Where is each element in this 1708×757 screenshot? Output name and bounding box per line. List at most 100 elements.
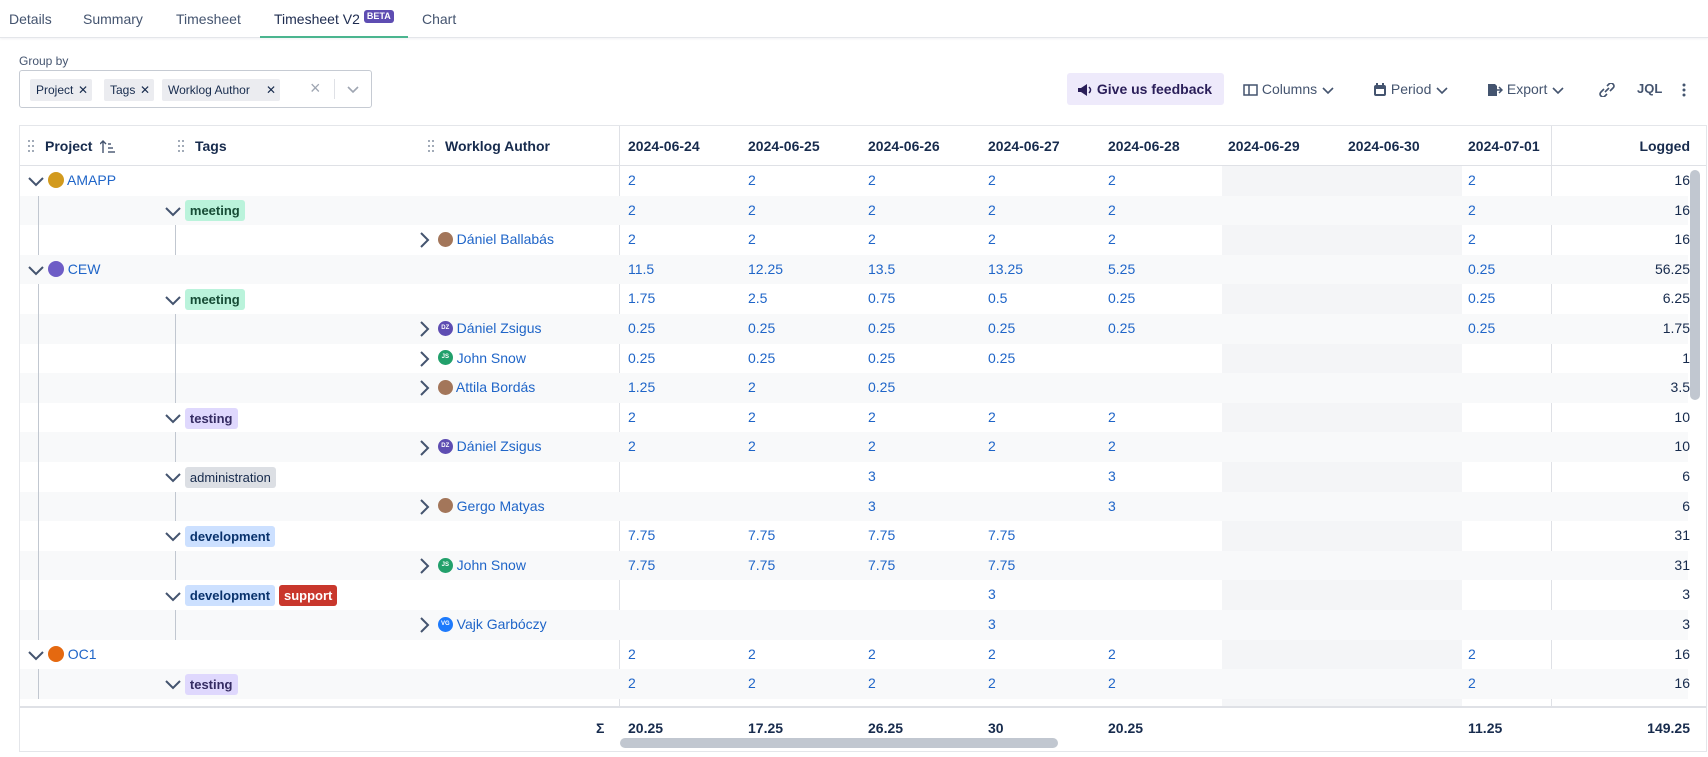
hours-cell[interactable]: 3 <box>988 586 996 603</box>
period-button[interactable]: Period <box>1373 73 1449 105</box>
hours-cell[interactable]: 13.5 <box>868 260 896 277</box>
column-header-date[interactable]: 2024-06-26 <box>868 138 940 154</box>
hours-cell[interactable]: 0.25 <box>748 320 776 336</box>
give-feedback-button[interactable]: Give us feedback <box>1067 73 1225 105</box>
hours-cell[interactable]: 7.75 <box>988 527 1016 544</box>
column-header-date[interactable]: 2024-07-01 <box>1468 138 1540 154</box>
expand-toggle[interactable] <box>418 557 430 574</box>
expand-toggle[interactable] <box>165 527 181 543</box>
hours-cell[interactable]: 2 <box>1108 201 1116 218</box>
hours-cell[interactable]: 3 <box>1108 497 1116 514</box>
expand-toggle[interactable] <box>418 616 430 634</box>
hours-cell[interactable]: 2 <box>1468 675 1476 692</box>
chevron-down-icon[interactable] <box>346 82 360 96</box>
hours-cell[interactable]: 3 <box>1108 468 1116 484</box>
horizontal-scrollbar[interactable] <box>620 738 1058 748</box>
hours-cell[interactable]: 0.25 <box>988 320 1016 336</box>
expand-toggle[interactable] <box>165 468 181 484</box>
drag-handle-icon[interactable] <box>28 140 36 152</box>
hours-cell[interactable]: 2 <box>628 438 636 455</box>
column-header-logged[interactable]: Logged <box>1639 138 1690 154</box>
remove-chip-icon[interactable]: ✕ <box>265 83 276 97</box>
author-link[interactable]: John Snow <box>456 556 526 573</box>
hours-cell[interactable]: 0.25 <box>868 349 896 366</box>
hours-cell[interactable]: 7.75 <box>868 527 896 544</box>
hours-cell[interactable]: 0.5 <box>988 290 1008 307</box>
hours-cell[interactable]: 2 <box>1468 645 1476 662</box>
hours-cell[interactable]: 2 <box>748 645 756 662</box>
hours-cell[interactable]: 2 <box>868 438 876 455</box>
hours-cell[interactable]: 2 <box>1468 231 1476 248</box>
hours-cell[interactable]: 1.75 <box>628 290 656 307</box>
hours-cell[interactable]: 0.25 <box>1108 320 1136 336</box>
hours-cell[interactable]: 2 <box>868 172 876 188</box>
column-header-project[interactable]: Project <box>45 126 116 166</box>
column-header-date[interactable]: 2024-06-30 <box>1348 138 1420 154</box>
hours-cell[interactable]: 2 <box>988 408 996 425</box>
hours-cell[interactable]: 2 <box>1108 172 1116 188</box>
hours-cell[interactable]: 5.25 <box>1108 260 1136 277</box>
hours-cell[interactable]: 2 <box>988 172 996 188</box>
hours-cell[interactable]: 2 <box>988 231 996 248</box>
expand-toggle[interactable] <box>418 438 430 456</box>
expand-toggle[interactable] <box>418 498 430 515</box>
hours-cell[interactable]: 3 <box>988 616 996 632</box>
sort-ascending-icon[interactable] <box>99 140 116 154</box>
hours-cell[interactable]: 0.25 <box>628 320 656 336</box>
hours-cell[interactable]: 2 <box>748 201 756 218</box>
hours-cell[interactable]: 2 <box>1108 645 1116 662</box>
hours-cell[interactable]: 2.5 <box>748 290 768 307</box>
hours-cell[interactable]: 2 <box>868 675 876 692</box>
hours-cell[interactable]: 13.25 <box>988 260 1024 277</box>
hours-cell[interactable]: 0.25 <box>1468 320 1496 336</box>
hours-cell[interactable]: 2 <box>748 438 756 455</box>
jql-button[interactable]: JQL <box>1637 81 1663 96</box>
hours-cell[interactable]: 7.75 <box>988 556 1016 573</box>
hours-cell[interactable]: 7.75 <box>868 556 896 573</box>
more-options-button[interactable] <box>1681 73 1687 105</box>
author-link[interactable]: Dániel Zsigus <box>456 320 542 336</box>
vertical-scrollbar[interactable] <box>1690 170 1700 400</box>
hours-cell[interactable]: 2 <box>868 645 876 662</box>
hours-cell[interactable]: 2 <box>1108 438 1116 455</box>
author-link[interactable]: John Snow <box>456 349 526 366</box>
hours-cell[interactable]: 0.25 <box>868 320 896 336</box>
hours-cell[interactable]: 2 <box>628 231 636 248</box>
project-link[interactable]: AMAPP <box>67 172 117 188</box>
hours-cell[interactable]: 2 <box>748 675 756 692</box>
hours-cell[interactable]: 2 <box>988 645 996 662</box>
tab-details[interactable]: Details <box>9 11 52 27</box>
hours-cell[interactable]: 2 <box>1108 675 1116 692</box>
column-header-worklog-author[interactable]: Worklog Author <box>445 138 550 154</box>
column-header-date[interactable]: 2024-06-25 <box>748 138 820 154</box>
hours-cell[interactable]: 0.25 <box>628 349 656 366</box>
column-header-date[interactable]: 2024-06-28 <box>1108 138 1180 154</box>
hours-cell[interactable]: 0.25 <box>868 379 896 396</box>
expand-toggle[interactable] <box>165 202 181 218</box>
hours-cell[interactable]: 11.5 <box>628 260 655 277</box>
remove-chip-icon[interactable]: ✕ <box>139 83 150 97</box>
copy-link-button[interactable] <box>1598 73 1616 105</box>
hours-cell[interactable]: 2 <box>988 438 996 455</box>
column-header-date[interactable]: 2024-06-27 <box>988 138 1060 154</box>
tab-summary[interactable]: Summary <box>83 11 143 27</box>
expand-toggle[interactable] <box>165 290 181 306</box>
hours-cell[interactable]: 1.25 <box>628 379 656 396</box>
hours-cell[interactable]: 2 <box>748 408 756 425</box>
author-link[interactable]: Dániel Zsigus <box>456 438 542 455</box>
hours-cell[interactable]: 2 <box>1468 172 1476 188</box>
author-link[interactable]: Vajk Garbóczy <box>456 616 547 632</box>
author-link[interactable]: Dániel Ballabás <box>456 231 554 248</box>
tab-timesheet[interactable]: Timesheet <box>176 11 241 27</box>
expand-toggle[interactable] <box>28 172 44 188</box>
clear-all-icon[interactable]: × <box>310 78 321 98</box>
hours-cell[interactable]: 3 <box>868 497 876 514</box>
expand-toggle[interactable] <box>418 231 430 249</box>
hours-cell[interactable]: 7.75 <box>628 527 656 544</box>
drag-handle-icon[interactable] <box>178 140 186 152</box>
hours-cell[interactable]: 7.75 <box>748 527 776 544</box>
hours-cell[interactable]: 3 <box>868 468 876 484</box>
hours-cell[interactable]: 2 <box>988 675 996 692</box>
expand-toggle[interactable] <box>418 350 430 367</box>
hours-cell[interactable]: 0.25 <box>1468 260 1496 277</box>
